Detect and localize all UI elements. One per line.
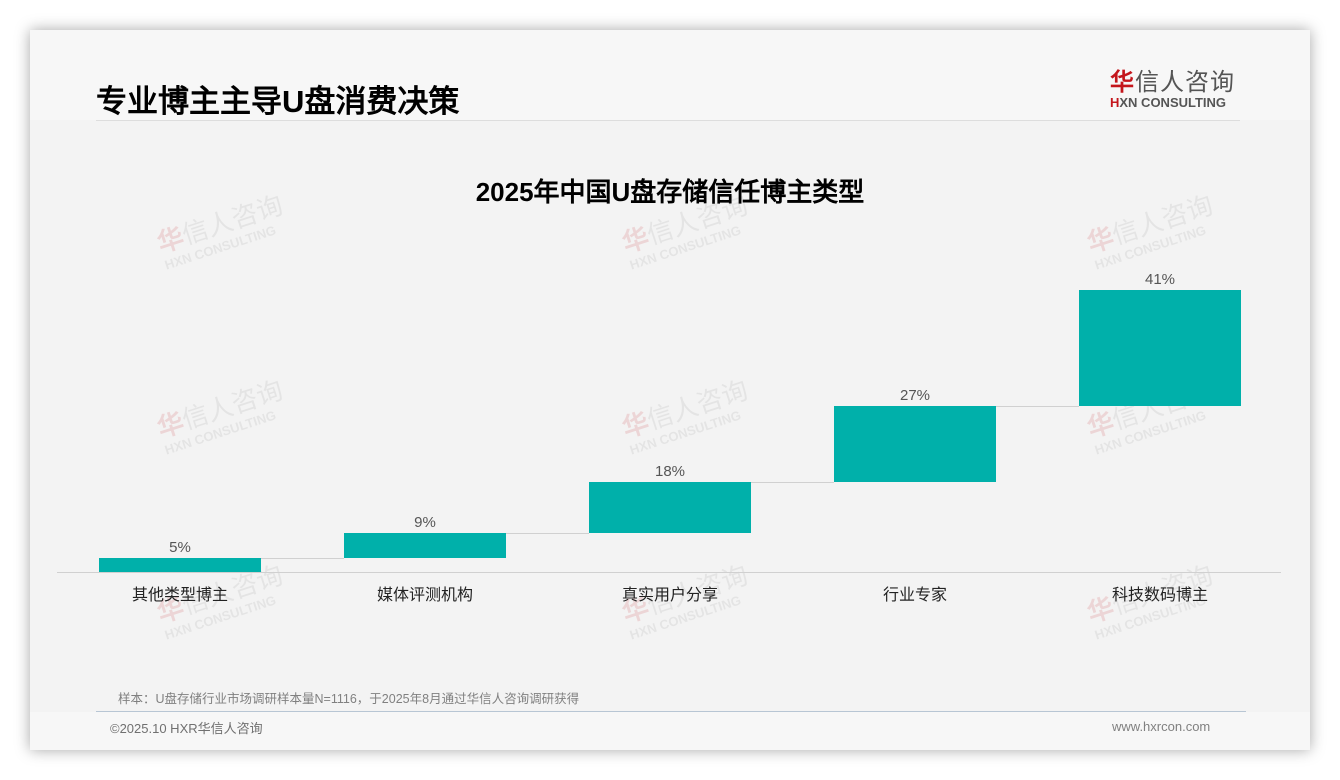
waterfall-chart: 5% 其他类型博主 9% 媒体评测机构 18% 真实用户分享 27% 行业专家 41% 科技数码博…: [30, 30, 1310, 750]
logo-cn: 华信人咨询: [1110, 69, 1235, 96]
header-divider: [96, 120, 1240, 121]
bar-1: [99, 557, 261, 572]
bar-value-label: 5%: [169, 538, 191, 556]
bar-value-label: 18%: [654, 462, 686, 480]
bar-2: [344, 532, 506, 558]
bar-3: [589, 481, 751, 533]
bar-5: [1079, 290, 1241, 406]
connector-line: [506, 532, 589, 534]
bar-value-label: 41%: [1144, 271, 1176, 288]
footer-band: [30, 712, 1310, 750]
logo-en: HXN CONSULTING: [1110, 95, 1227, 110]
connector-line: [751, 481, 834, 483]
category-label: 科技数码博主: [1111, 587, 1208, 604]
category-label: 行业专家: [882, 587, 947, 604]
bar-value-label: 27%: [899, 386, 931, 404]
connector-line: [261, 557, 344, 559]
sample-footnote: 样本：U盘存储行业市场调研样本量N=1116，于2025年8月通过华信人咨询调研…: [118, 692, 580, 706]
copyright-text: ©2025.10 HXR华信人咨询: [110, 721, 263, 736]
footer-divider: [96, 711, 1246, 712]
website-link[interactable]: www.hxrcon.com: [1112, 719, 1211, 734]
connector-line: [996, 405, 1079, 407]
bar-value-label: 9%: [414, 513, 436, 531]
bar-4: [834, 405, 996, 482]
category-label: 媒体评测机构: [376, 587, 473, 604]
connector-line: [57, 572, 99, 573]
header-band: [30, 30, 1310, 120]
category-label: 真实用户分享: [621, 587, 718, 604]
chart-title: 2025年中国U盘存储信任博主类型: [475, 177, 865, 207]
page-title: 专业博主主导U盘消费决策: [96, 84, 460, 119]
x-axis-line: [57, 572, 1281, 573]
slide: 专业博主主导U盘消费决策 华信人咨询 HXN CONSULTING 华信人咨询 H…: [30, 30, 1310, 750]
brand-logo: 华信人咨询 HXN CONSULTING: [1110, 62, 1245, 110]
category-label: 其他类型博主: [131, 587, 228, 604]
